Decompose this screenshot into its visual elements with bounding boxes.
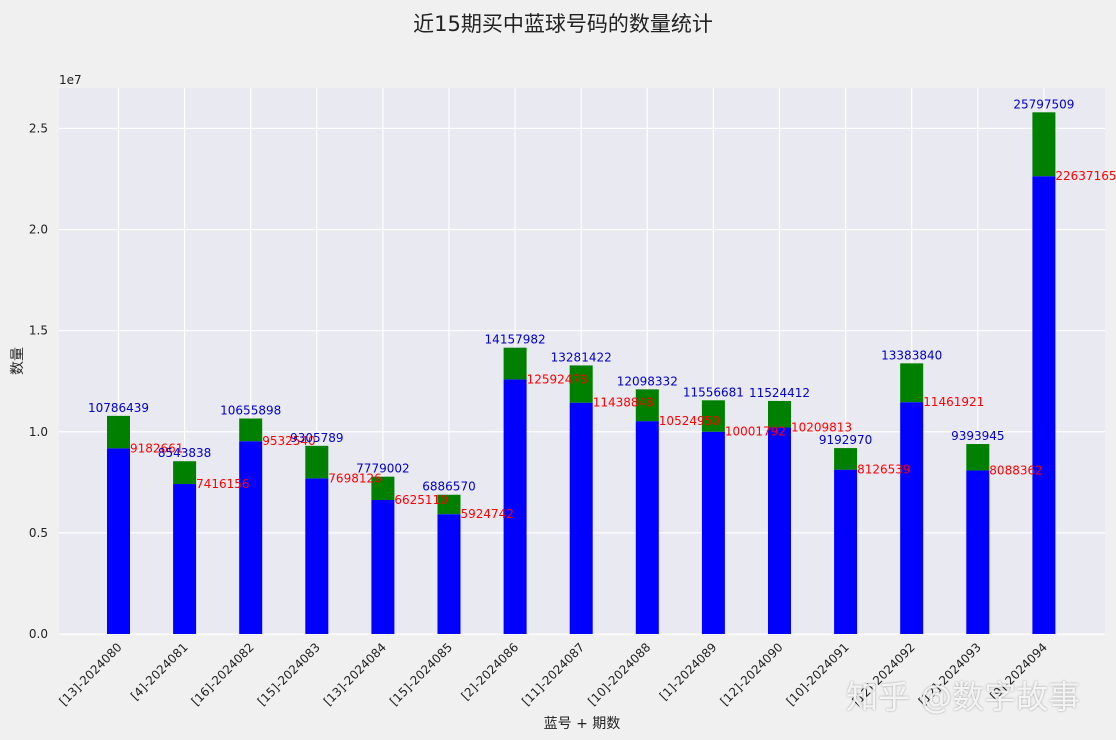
bar-blue: [635, 421, 659, 634]
bar-green: [1032, 112, 1056, 177]
data-label-total: 10655898: [220, 404, 281, 418]
y-tick-label: 1.5: [29, 324, 48, 338]
y-tick-label: 1.0: [29, 425, 48, 439]
data-label-blue: 10209813: [791, 421, 852, 435]
bar-blue: [437, 514, 461, 634]
bar-blue: [768, 427, 791, 634]
bars: [107, 112, 1056, 635]
bar-blue: [966, 470, 990, 634]
x-tick-label: [13]-2024084: [321, 640, 389, 708]
x-tick-label: [10]-2024088: [585, 640, 653, 708]
bar-blue: [569, 402, 593, 634]
x-tick-label: [15]-2024085: [387, 640, 455, 708]
bar-green: [239, 418, 263, 442]
x-tick-label: [15]-2024083: [255, 640, 323, 708]
y-tick-label: 0.5: [29, 526, 48, 540]
y-tick-label: 2.0: [29, 223, 48, 237]
data-label-blue: 7416156: [196, 477, 249, 491]
data-label-blue: 11438848: [593, 396, 654, 410]
data-label-total: 25797509: [1013, 97, 1074, 111]
data-label-total: 11556681: [683, 385, 744, 399]
y-tick-label: 0.0: [29, 627, 48, 641]
x-tick-label: [1]-2024089: [657, 640, 720, 703]
bar-green: [635, 389, 659, 422]
bar-green: [701, 400, 725, 432]
bar-blue: [371, 500, 395, 634]
bar-blue: [1032, 176, 1056, 635]
data-label-total: 10786439: [88, 401, 149, 415]
bar-blue: [834, 469, 858, 634]
data-label-blue: 10524950: [659, 414, 720, 428]
data-label-total: 9393945: [951, 429, 1004, 443]
bar-green: [834, 448, 858, 470]
bar-green: [768, 400, 791, 428]
y-tick-label: 2.5: [29, 121, 48, 135]
x-tick-label: [13]-2024080: [56, 640, 124, 708]
bar-blue: [305, 478, 329, 634]
bar-blue: [173, 484, 197, 634]
data-label-blue: 9532540: [262, 434, 315, 448]
data-label-blue: 22637165: [1055, 169, 1116, 183]
data-label-total: 12098332: [617, 374, 678, 388]
bar-green: [371, 476, 395, 501]
y-tick-labels: 0.0 0.5 1.0 1.5 2.0 2.5: [29, 121, 48, 641]
x-tick-label: [11]-2024087: [519, 640, 587, 708]
bar-blue: [503, 379, 527, 634]
chart-title: 近15期买中蓝球号码的数量统计: [413, 12, 713, 36]
bar-green: [107, 415, 130, 449]
data-label-blue: 5924742: [461, 507, 514, 521]
bar-green: [900, 363, 924, 403]
data-label-total: 8543838: [158, 446, 211, 460]
bar-green: [173, 461, 197, 485]
x-tick-label: [16]-2024082: [189, 640, 257, 708]
bar-green: [569, 365, 593, 403]
x-tick-label: [4]-2024081: [128, 640, 191, 703]
bar-blue: [107, 448, 130, 634]
x-tick-label: [12]-2024090: [717, 640, 785, 708]
x-axis-label: 蓝号 + 期数: [544, 716, 621, 732]
bar-green: [305, 445, 329, 479]
data-label-total: 13281422: [551, 350, 612, 364]
data-label-total: 6886570: [422, 480, 475, 494]
data-label-total: 7779002: [356, 462, 409, 476]
x-tick-label: [2]-2024086: [458, 640, 521, 703]
bar-green: [966, 444, 990, 471]
data-label-blue: 10001792: [725, 425, 786, 439]
data-label-total: 9305789: [290, 431, 343, 445]
bar-green: [503, 347, 527, 380]
bar-blue: [701, 431, 725, 634]
x-tick-label: [10]-2024091: [784, 640, 852, 708]
data-label-blue: 9182661: [130, 441, 183, 455]
data-label-blue: 12592478: [527, 372, 588, 386]
watermark: 知乎 @数字故事: [846, 678, 1081, 716]
data-label-blue: 7698126: [328, 471, 381, 485]
data-label-total: 13383840: [881, 348, 942, 362]
data-label-blue: 8126539: [857, 463, 910, 477]
y-offset-label: 1e7: [59, 73, 82, 87]
data-label-blue: 8088362: [989, 463, 1042, 477]
bar-green: [437, 494, 461, 515]
data-label-total: 14157982: [485, 333, 546, 347]
data-label-total: 9192970: [819, 433, 872, 447]
data-label-total: 11524412: [749, 386, 810, 400]
y-axis-label: 数量: [10, 347, 26, 375]
data-label-blue: 11461921: [923, 395, 984, 409]
bar-blue: [900, 402, 924, 634]
bar-blue: [239, 441, 263, 634]
data-label-blue: 6625110: [394, 493, 447, 507]
